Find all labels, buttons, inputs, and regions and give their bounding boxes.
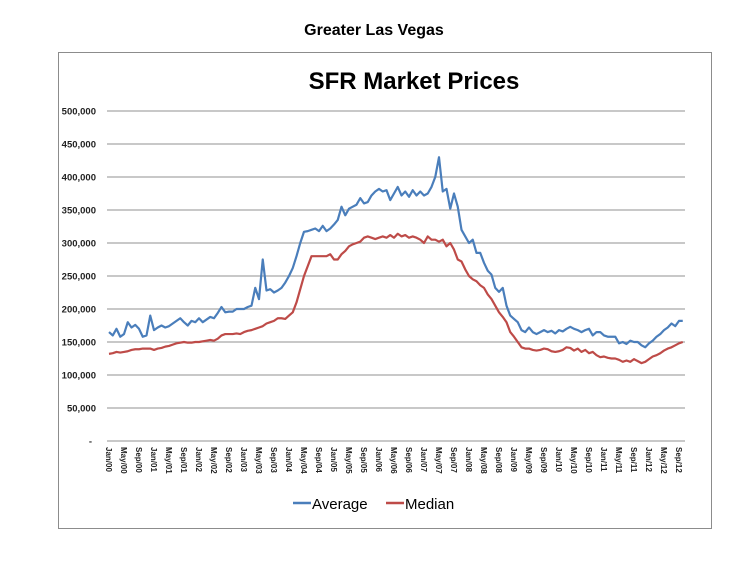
x-tick-label: Sep/10 — [584, 447, 593, 473]
x-tick-label: May/06 — [389, 447, 398, 474]
y-tick-label: 200,000 — [62, 305, 96, 316]
chart-frame — [58, 52, 712, 529]
x-tick-label: Jan/11 — [599, 447, 608, 472]
x-tick-label: Jan/07 — [419, 447, 428, 472]
y-tick-label: 150,000 — [62, 338, 96, 349]
series-line-median — [108, 232, 684, 365]
x-tick-label: Sep/07 — [449, 447, 458, 473]
y-tick-label: 50,000 — [67, 404, 96, 415]
legend: Average Median — [293, 496, 454, 513]
x-tick-label: Jan/01 — [149, 447, 158, 472]
y-tick-label: 400,000 — [62, 173, 96, 184]
x-tick-label: May/09 — [524, 447, 533, 474]
y-tick-label: - — [89, 437, 92, 448]
y-tick-label: 100,000 — [62, 371, 96, 382]
chart-title: SFR Market Prices — [309, 68, 520, 95]
x-tick-label: May/01 — [164, 447, 173, 474]
x-tick-label: May/08 — [479, 447, 488, 474]
x-tick-label: Sep/01 — [179, 447, 188, 473]
x-tick-label: Sep/06 — [404, 447, 413, 473]
x-tick-label: May/05 — [344, 447, 353, 474]
y-tick-label: 450,000 — [62, 140, 96, 151]
page-title: Greater Las Vegas — [304, 22, 444, 39]
x-tick-label: Sep/09 — [539, 447, 548, 473]
x-tick-label: Jan/04 — [284, 447, 293, 472]
x-tick-label: Jan/03 — [239, 447, 248, 472]
series-lines — [108, 156, 684, 365]
x-tick-label: Jan/08 — [464, 447, 473, 472]
x-tick-label: Jan/12 — [644, 447, 653, 472]
y-tick-label: 350,000 — [62, 206, 96, 217]
y-tick-label: 300,000 — [62, 239, 96, 250]
x-tick-label: Jan/06 — [374, 447, 383, 472]
x-tick-label: Sep/08 — [494, 447, 503, 473]
x-tick-label: Sep/05 — [359, 447, 368, 473]
gridlines — [107, 110, 685, 442]
series-line-average — [108, 156, 683, 349]
y-tick-label: 250,000 — [62, 272, 96, 283]
x-tick-label: May/07 — [434, 447, 443, 474]
x-tick-label: May/12 — [659, 447, 668, 474]
x-tick-label: May/02 — [209, 447, 218, 474]
legend-label-average: Average — [312, 496, 368, 513]
x-tick-label: Sep/04 — [314, 447, 323, 473]
x-tick-label: Jan/05 — [329, 447, 338, 472]
x-axis-ticks: Jan/00 May/00 Sep/00 Jan/01 May/01 Sep/01 Jan/… — [104, 447, 683, 474]
x-tick-label: May/03 — [254, 447, 263, 474]
legend-label-median: Median — [405, 496, 454, 513]
x-tick-label: May/00 — [119, 447, 128, 474]
x-tick-label: May/04 — [299, 447, 308, 474]
x-tick-label: Sep/12 — [674, 447, 683, 473]
x-tick-label: Jan/10 — [554, 447, 563, 472]
x-tick-label: May/11 — [614, 447, 623, 474]
x-tick-label: May/10 — [569, 447, 578, 474]
x-tick-label: Jan/02 — [194, 447, 203, 472]
x-tick-label: Sep/03 — [269, 447, 278, 473]
x-tick-label: Sep/11 — [629, 447, 638, 473]
x-tick-label: Jan/00 — [104, 447, 113, 472]
x-tick-label: Jan/09 — [509, 447, 518, 472]
x-tick-label: Sep/02 — [224, 447, 233, 473]
y-axis-ticks: - 50,000 100,000 150,000 200,000 250,000 300,0… — [62, 107, 96, 448]
x-tick-label: Sep/00 — [134, 447, 143, 473]
y-tick-label: 500,000 — [62, 107, 96, 118]
